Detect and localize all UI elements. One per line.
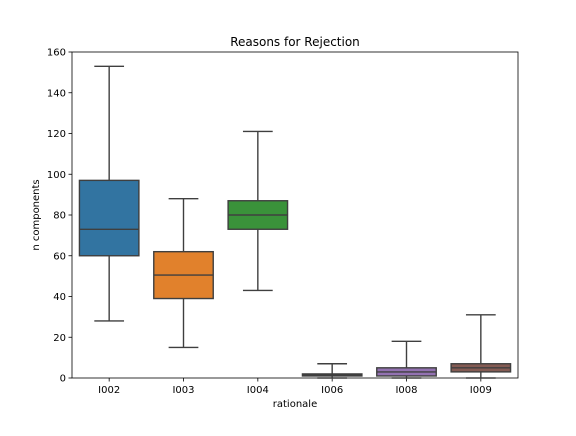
x-tick-label: I008 xyxy=(395,385,417,396)
x-tick-label: I004 xyxy=(247,385,269,396)
y-tick-label: 80 xyxy=(53,211,66,222)
y-tick-label: 0 xyxy=(60,374,66,385)
plot-area: 0 20 40 60 80 100 120 140 160 I002 I003 I004 I006 I00… xyxy=(47,48,519,396)
x-tick-label: I003 xyxy=(172,385,194,396)
y-tick-label: 120 xyxy=(47,129,66,140)
x-tick-label: I009 xyxy=(470,385,492,396)
y-tick-label: 40 xyxy=(53,292,66,303)
y-tick-label: 20 xyxy=(53,333,66,344)
y-tick-label: 100 xyxy=(47,170,66,181)
box-i002 xyxy=(78,179,140,257)
x-axis-label: rationale xyxy=(273,399,317,410)
x-tick-label: I002 xyxy=(98,385,120,396)
y-axis-label: n components xyxy=(31,179,42,250)
y-tick-label: 140 xyxy=(47,88,66,99)
y-tick-label: 60 xyxy=(53,251,66,262)
y-tick-label: 160 xyxy=(47,48,66,59)
chart-title: Reasons for Rejection xyxy=(230,35,360,49)
x-tick-label: I006 xyxy=(321,385,343,396)
